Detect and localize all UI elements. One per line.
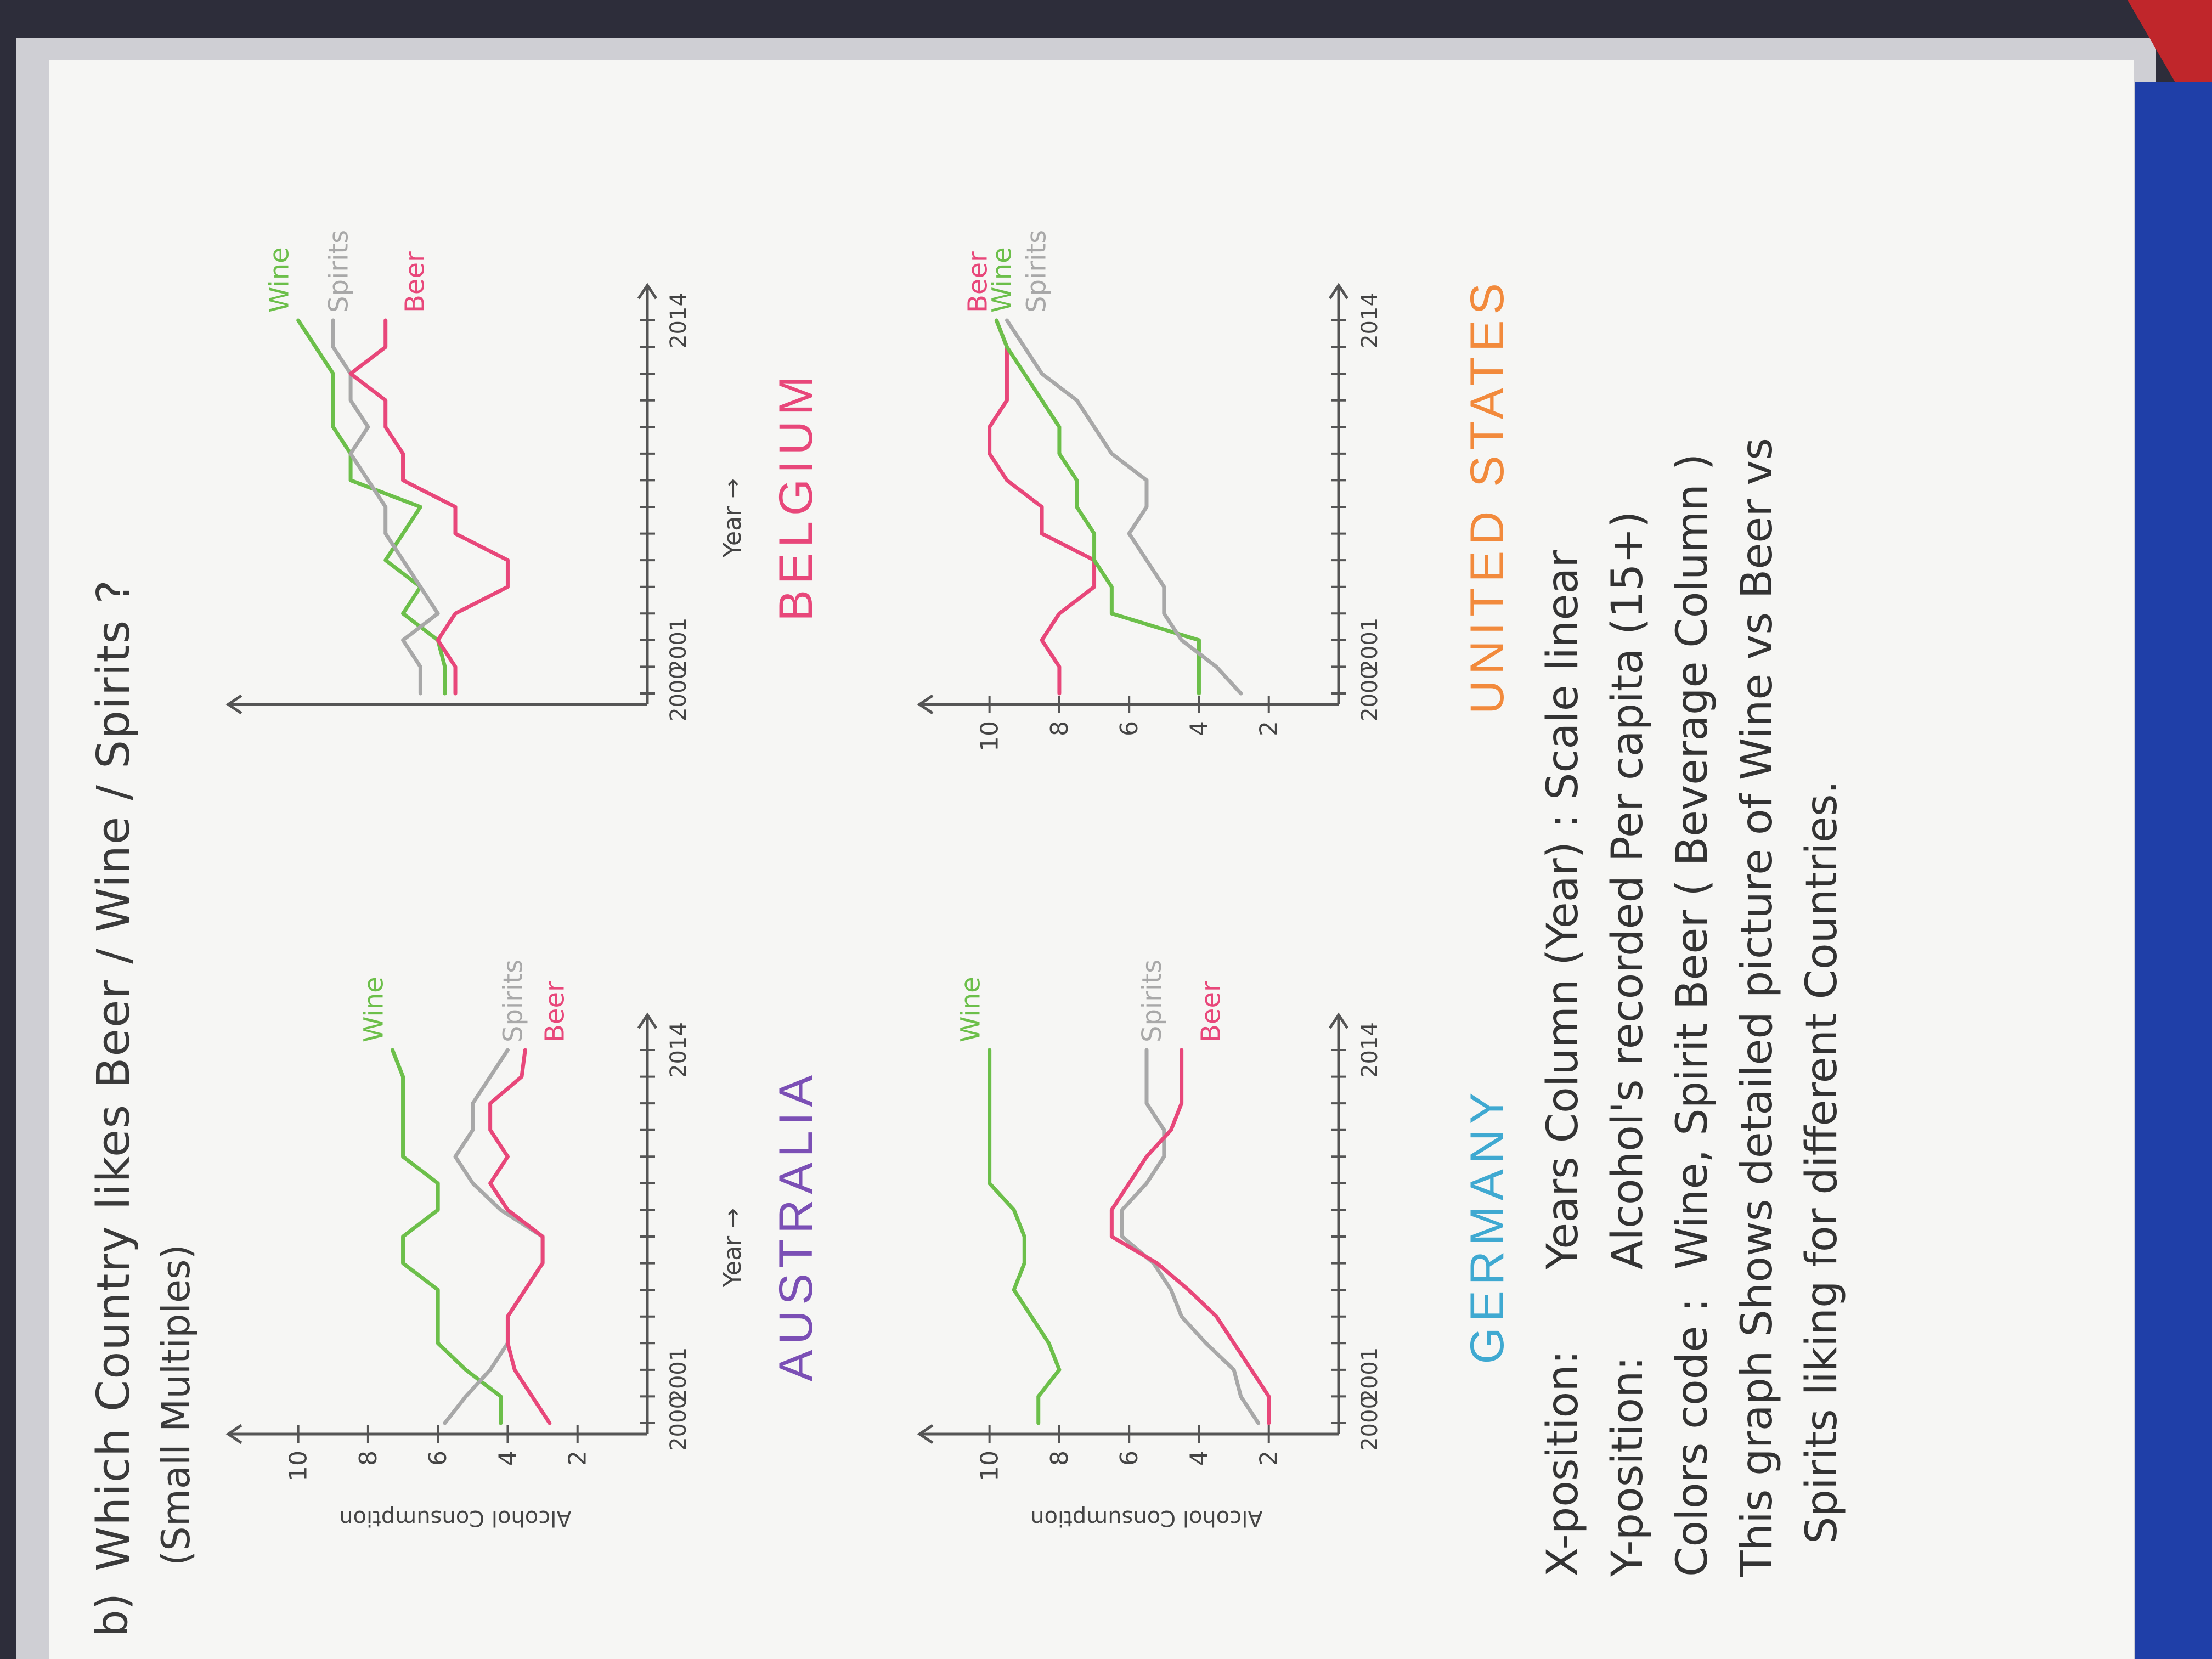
y-axis-label: Alcohol Consumption [339,1505,572,1531]
chart-title: GERMANY [1461,1087,1514,1364]
x-tick-label: 2014 [1357,1022,1383,1078]
note-summary-1: This graph Shows detailed picture of Win… [1733,438,1782,1577]
y-tick-label: 2 [564,1451,592,1466]
y-tick-label: 4 [1185,721,1213,736]
x-tick-label: 2001 [1357,1347,1383,1403]
page-subtitle: (Small Multiples) [154,1244,199,1566]
series-label-beer: Beer [1196,981,1227,1042]
note-x-position: X-position: Years Column (Year) : Scale l… [1531,438,1595,1577]
y-axis-arrow [225,694,242,715]
x-tick-label: 2000 [1357,665,1383,721]
series-label-spirits: Spirits [1137,960,1167,1042]
chart-title: AUSTRALIA [770,1070,822,1381]
series-line-beer [488,1048,552,1425]
note-color-key: Colors code : [1668,1297,1717,1577]
chart-belgium: 2000 2001 2014 Year → Wine Spirits Beer BELGIUM [225,156,836,803]
series-line-spirits [331,318,440,696]
note-color-code: Colors code : Wine, Spirit Beer ( Beverag… [1660,438,1725,1577]
y-tick-label: 8 [1046,721,1074,736]
series-line-spirits [1005,318,1243,696]
y-tick-label: 10 [285,1451,313,1481]
background-blue-object [2135,82,2212,1659]
series-label-wine: Wine [986,247,1017,313]
series-label-beer: Beer [400,251,431,313]
series-line-beer [348,318,510,696]
note-y-value: Alcohol's recorded Per capita (15+) [1603,511,1652,1269]
x-tick-label: 2001 [666,618,691,674]
x-tick-label: 2000 [666,665,691,721]
x-tick-label: 2000 [1357,1395,1383,1451]
note-y-key: Y-position: [1603,1356,1652,1577]
note-summary-2: Spirits liking for different Countries. [1797,780,1847,1544]
series-label-wine: Wine [264,247,295,313]
series-line-wine [988,1048,1062,1425]
y-tick-label: 4 [1185,1451,1213,1466]
series-label-spirits: Spirits [1021,230,1052,313]
note-y-position: Y-position: Alcohol's recorded Per capita… [1595,438,1660,1577]
y-tick-label: 6 [1115,1451,1143,1466]
x-tick-label: 2014 [666,292,691,348]
x-axis-arrow [1328,283,1349,300]
y-axis-arrow [225,1424,242,1444]
x-axis-label: Year → [719,1208,747,1288]
notebook-page: b) Which Country likes Beer / Wine / Spi… [49,60,2134,1659]
note-x-key: X-position: [1538,1350,1588,1577]
x-axis-arrow [637,1012,658,1029]
note-color-value: Wine, Spirit Beer ( Beverage Column ) [1668,453,1717,1269]
y-tick-label: 4 [494,1451,522,1466]
y-axis-label: Alcohol Consumption [1030,1505,1263,1531]
series-line-wine [390,1048,503,1425]
page-title: Which Country likes Beer / Wine / Spirit… [88,579,140,1571]
y-tick-label: 6 [1115,721,1143,736]
series-line-beer [1109,1048,1271,1425]
rotated-page-content: b) Which Country likes Beer / Wine / Spi… [49,60,2134,1659]
series-line-spirits [1120,1048,1261,1425]
series-label-beer: Beer [962,251,993,313]
question-number: b) [88,1593,137,1637]
y-tick-label: 2 [1255,1451,1283,1466]
note-x-value: Years Column (Year) : Scale linear [1538,550,1588,1269]
y-axis-arrow [917,1424,934,1444]
x-tick-label: 2001 [1357,618,1383,674]
series-label-spirits: Spirits [323,230,354,313]
chart-title: BELGIUM [770,370,822,621]
series-line-beer [988,318,1097,696]
y-tick-label: 6 [424,1451,452,1466]
x-axis-arrow [637,283,658,300]
chart-united-states: 2000 2001 2014 2 4 6 8 10 Beer Wine Spirits UNITED … [917,156,1527,803]
x-tick-label: 2000 [666,1395,691,1451]
y-tick-label: 10 [976,721,1004,752]
notes-block: X-position: Years Column (Year) : Scale l… [1531,438,1854,1577]
chart-germany: 2000 2001 2014 2 4 6 8 10 Alcohol Consumption Win… [917,885,1527,1533]
chart-title: UNITED STATES [1461,278,1514,714]
y-tick-label: 8 [1046,1451,1074,1466]
series-line-wine [296,318,447,696]
series-line-wine [994,318,1201,696]
chart-australia: 2000 2001 2014 2 4 6 8 10 Alcohol Consumption Yea… [225,885,836,1533]
x-tick-label: 2014 [666,1022,691,1078]
y-tick-label: 8 [354,1451,382,1466]
series-label-wine: Wine [358,977,389,1042]
x-tick-label: 2014 [1357,292,1383,348]
series-line-spirits [443,1048,545,1425]
y-tick-label: 2 [1255,721,1283,736]
x-axis-arrow [1328,1012,1349,1029]
x-tick-label: 2001 [666,1347,691,1403]
y-tick-label: 10 [976,1451,1004,1481]
series-label-beer: Beer [539,981,570,1042]
y-axis-arrow [917,694,934,715]
series-label-spirits: Spirits [498,960,528,1042]
x-axis-label: Year → [719,478,747,558]
series-label-wine: Wine [956,977,986,1042]
